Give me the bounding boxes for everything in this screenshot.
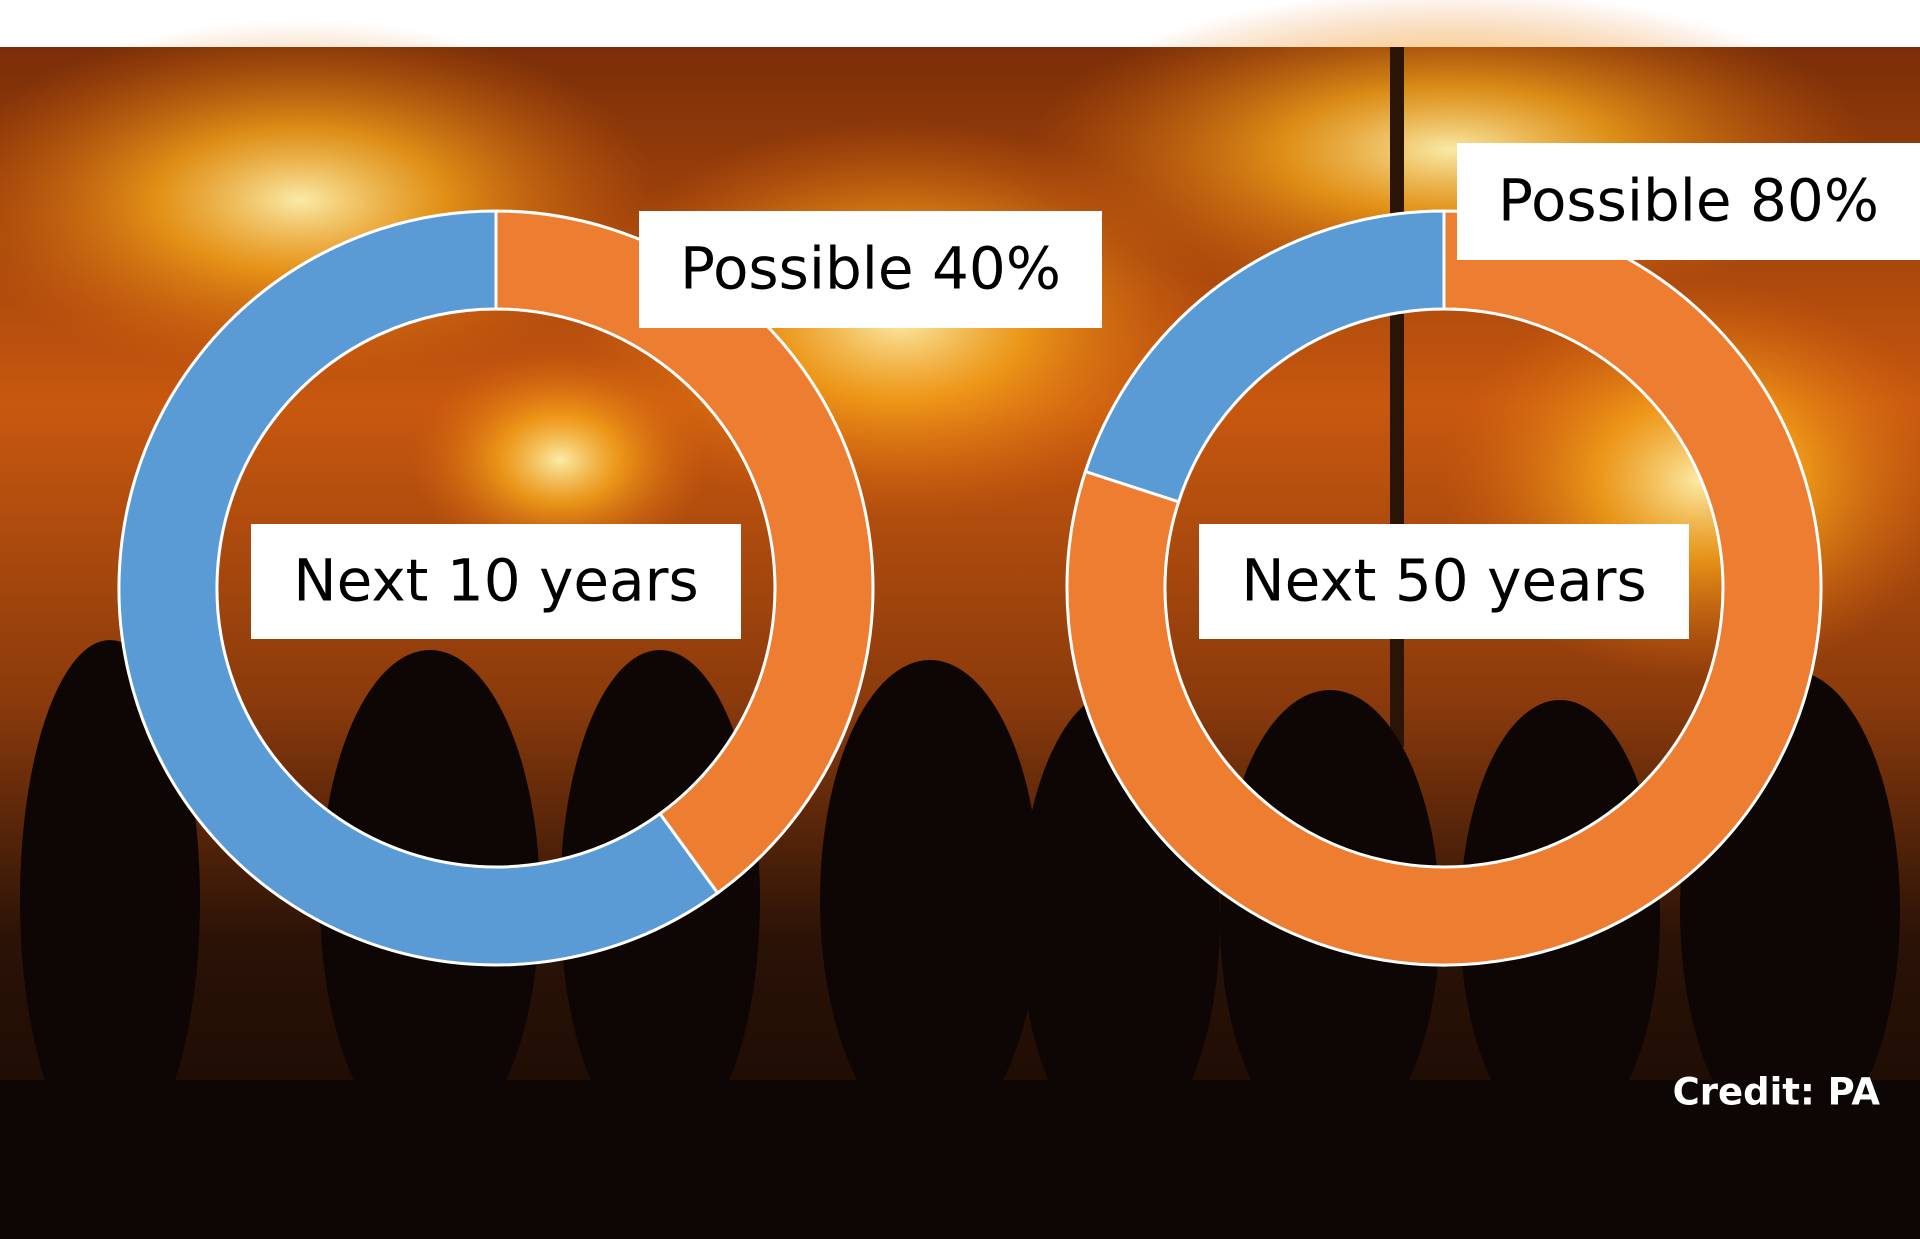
value-label: Possible 40% <box>680 235 1061 303</box>
photo-credit: Credit: PA <box>1673 1071 1881 1114</box>
page: Credit: PA Possible 40% Next 10 years Poss… <box>0 0 1920 1239</box>
center-label: Next 10 years <box>293 547 698 615</box>
center-label: Next 50 years <box>1241 547 1646 615</box>
slide: Credit: PA Possible 40% Next 10 years Poss… <box>0 0 1920 1239</box>
value-label: Possible 80% <box>1498 167 1879 235</box>
